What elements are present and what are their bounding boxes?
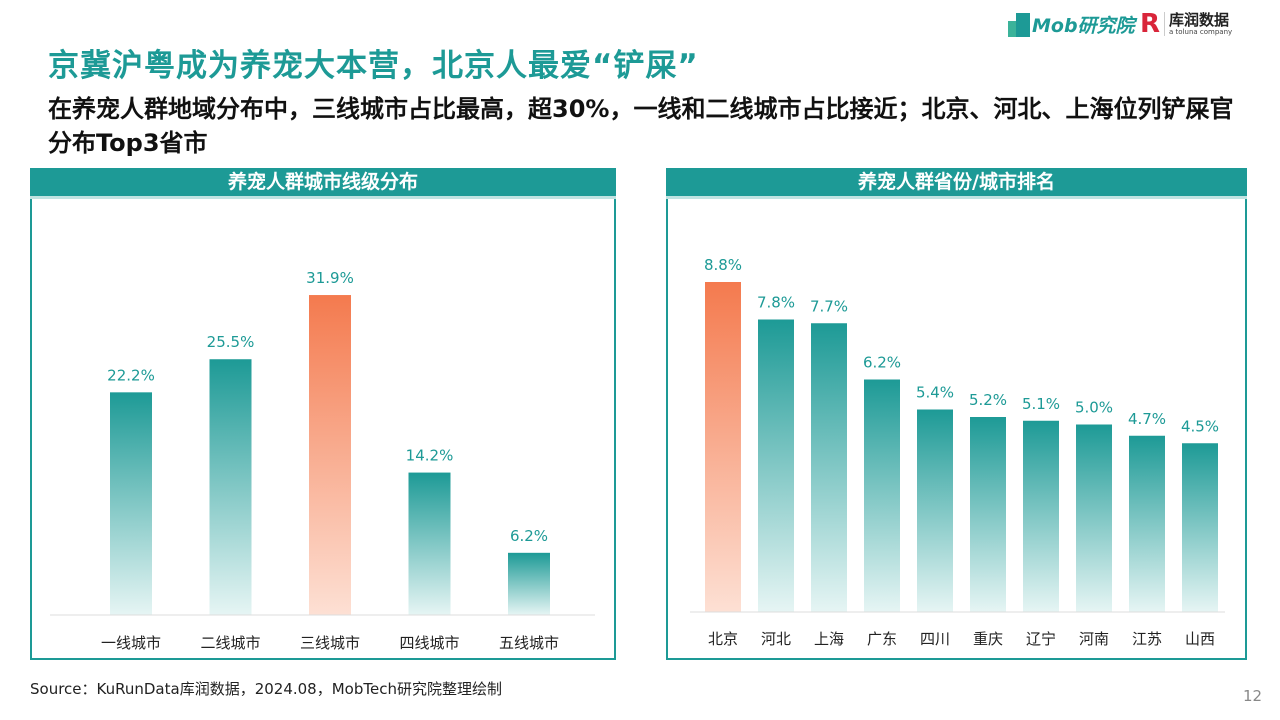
bar-五线城市 (508, 552, 550, 615)
category-label: 重庆 (973, 630, 1003, 648)
page-number: 12 (1243, 687, 1263, 705)
bar-辽宁 (1023, 420, 1059, 612)
category-label: 四线城市 (399, 634, 459, 652)
bar-二线城市 (209, 359, 252, 615)
data-label: 6.2% (863, 354, 901, 372)
page-subtitle: 在养宠人群地域分布中，三线城市占比最高，超30%，一线和二线城市占比接近；北京、… (48, 95, 1234, 157)
data-label: 22.2% (107, 366, 155, 384)
province-panel: 养宠人群省份/城市排名 (666, 168, 1247, 660)
data-label: 5.0% (1075, 399, 1113, 417)
bar-四川 (917, 409, 953, 612)
bar-上海 (811, 323, 847, 612)
bar-江苏 (1129, 435, 1165, 612)
bar-广东 (864, 379, 900, 612)
kurun-logo: R 库润数据 a toluna company (1140, 9, 1233, 39)
bar-四线城市 (408, 472, 451, 615)
category-label: 河南 (1079, 630, 1109, 648)
category-label: 三线城市 (300, 634, 360, 652)
data-label: 5.4% (916, 384, 954, 402)
category-label: 辽宁 (1026, 630, 1056, 648)
mob-logo: Mob研究院 (1008, 8, 1135, 40)
category-label: 江苏 (1132, 630, 1162, 648)
bar-重庆 (970, 417, 1006, 612)
panel-title: 养宠人群省份/城市排名 (666, 168, 1247, 196)
data-label: 31.9% (306, 269, 354, 287)
category-label: 一线城市 (101, 634, 161, 652)
bar-山西 (1182, 443, 1218, 612)
data-label: 5.2% (969, 391, 1007, 409)
category-label: 二线城市 (200, 634, 260, 652)
category-label: 山西 (1185, 630, 1215, 648)
category-label: 广东 (867, 630, 897, 648)
bar-一线城市 (110, 392, 152, 615)
category-label: 河北 (761, 630, 791, 648)
data-label: 4.7% (1128, 410, 1166, 428)
category-label: 四川 (920, 630, 950, 648)
panel-title: 养宠人群城市线级分布 (30, 168, 616, 196)
bar-河南 (1076, 424, 1112, 612)
data-label: 7.7% (810, 297, 848, 315)
data-label: 14.2% (406, 447, 454, 465)
data-label: 6.2% (510, 527, 548, 545)
data-label: 5.1% (1022, 395, 1060, 413)
data-label: 8.8% (704, 256, 742, 274)
bar-北京 (705, 282, 741, 612)
category-label: 上海 (814, 630, 844, 648)
bar-河北 (758, 319, 794, 612)
source-note: Source：KuRunData库润数据，2024.08，MobTech研究院整… (30, 680, 502, 698)
data-label: 4.5% (1181, 417, 1219, 435)
category-label: 北京 (708, 630, 738, 648)
page-title: 京冀沪粤成为养宠大本营，北京人最爱“铲屎” (48, 48, 699, 84)
bar-三线城市 (309, 295, 351, 615)
category-label: 五线城市 (499, 634, 559, 652)
city-tier-panel: 养宠人群城市线级分布 (30, 168, 616, 660)
building-icon (1008, 13, 1030, 37)
data-label: 7.8% (757, 294, 795, 312)
data-label: 25.5% (207, 333, 255, 351)
